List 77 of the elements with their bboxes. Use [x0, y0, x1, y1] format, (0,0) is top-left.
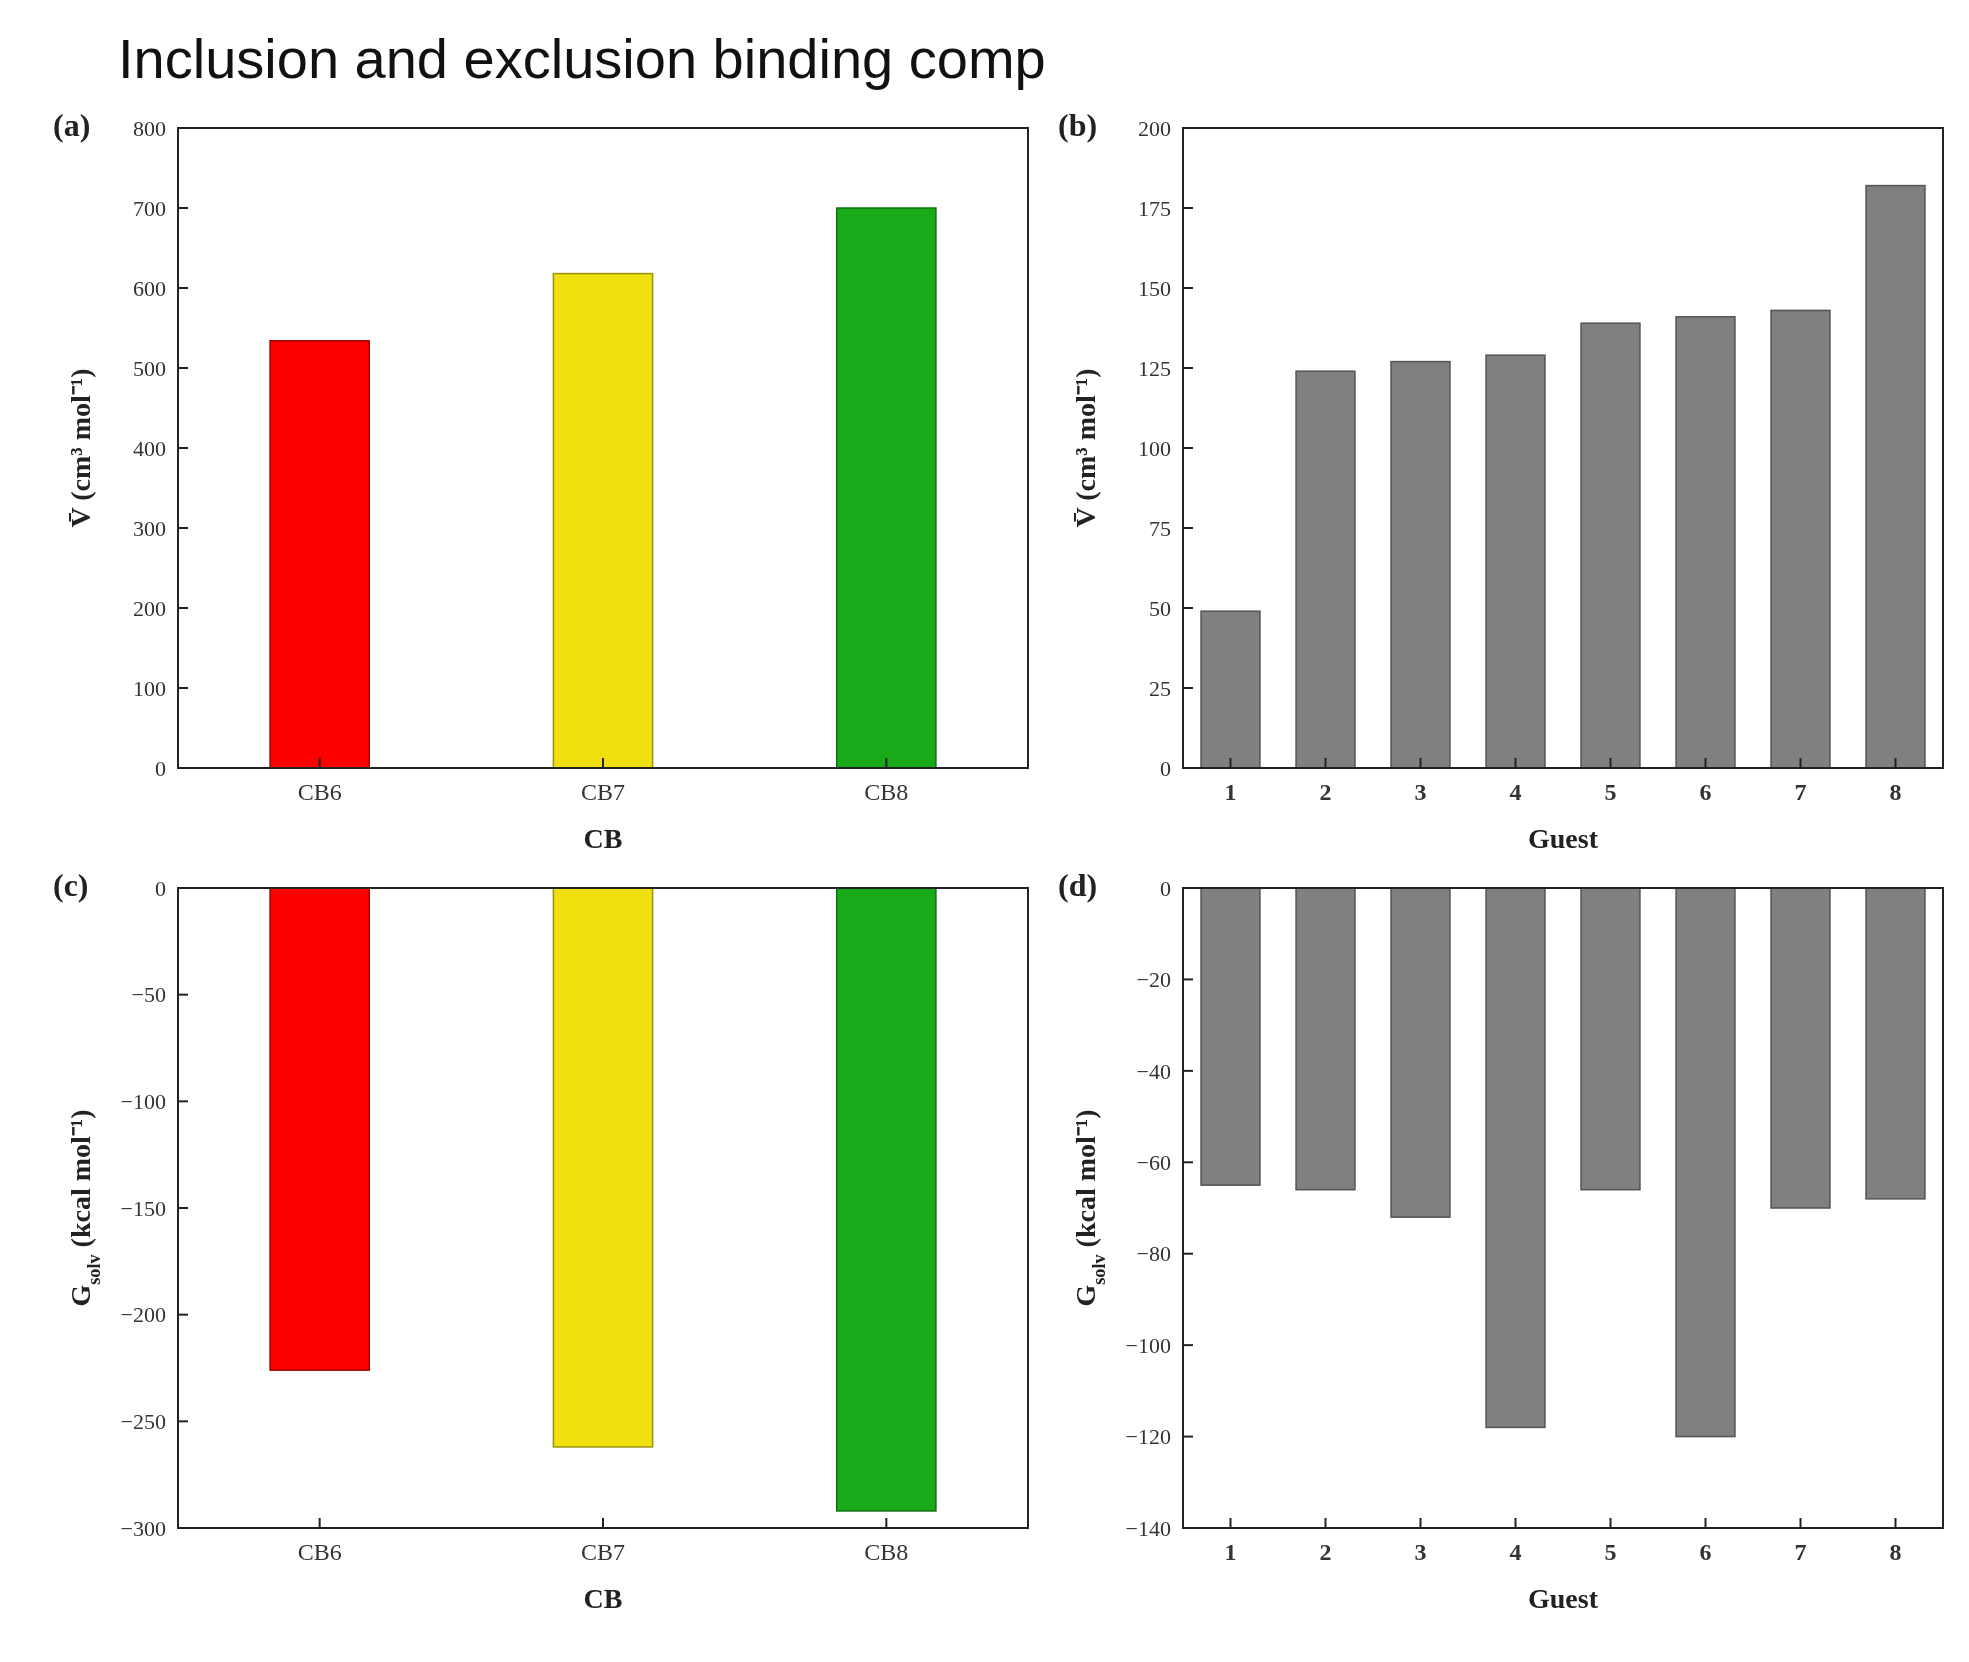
x-tick-label: CB8	[864, 779, 909, 805]
bar	[836, 207, 937, 769]
text: (c)	[53, 867, 89, 903]
y-tick-label: 500	[133, 355, 166, 381]
x-tick-label: 8	[1889, 779, 1902, 805]
y-tick-label: −140	[1125, 1515, 1171, 1541]
y-tick-label: 400	[133, 435, 166, 461]
y-tick-label: 0	[1160, 875, 1171, 901]
x-tick-label: CB8	[864, 1539, 909, 1565]
text: (b)	[1058, 107, 1098, 143]
y-tick-label: 300	[133, 515, 166, 541]
x-tick-label: 7	[1794, 1539, 1807, 1565]
y-tick-label: 150	[1138, 275, 1171, 301]
y-tick-label: −80	[1136, 1241, 1171, 1267]
y-tick-label: 75	[1149, 515, 1171, 541]
y-tick-label: 200	[133, 595, 166, 621]
x-tick-label: CB6	[297, 1539, 342, 1565]
y-tick-label: 200	[1138, 115, 1171, 141]
y-tick-label: −200	[120, 1302, 166, 1328]
y-tick-label: −100	[120, 1089, 166, 1115]
y-tick-label: 100	[1138, 435, 1171, 461]
text: (a)	[53, 107, 91, 143]
bar	[1295, 370, 1356, 769]
x-tick-label: 3	[1414, 1539, 1427, 1565]
y-tick-label: −40	[1136, 1058, 1171, 1084]
chart-title: Inclusion and exclusion binding comp	[118, 27, 1046, 90]
y-tick-label: −250	[120, 1409, 166, 1435]
x-tick-label: 1	[1224, 1539, 1237, 1565]
y-tick-label: −60	[1136, 1149, 1171, 1175]
bar	[1865, 184, 1926, 769]
y-tick-label: −100	[1125, 1332, 1171, 1358]
x-tick-label: 4	[1509, 1539, 1522, 1565]
x-tick-label: 5	[1604, 779, 1617, 805]
x-tick-label: 4	[1509, 779, 1522, 805]
y-tick-label: 100	[133, 675, 166, 701]
x-axis-title: Guest	[1528, 823, 1599, 854]
x-tick-label: 1	[1224, 779, 1237, 805]
x-axis-title: CB	[583, 1583, 623, 1614]
x-axis-title: CB	[583, 823, 623, 854]
bar	[1200, 610, 1261, 769]
bar	[1770, 309, 1831, 769]
text: (d)	[1058, 867, 1098, 903]
y-tick-label: −20	[1136, 967, 1171, 993]
bar	[269, 340, 370, 769]
x-tick-label: 6	[1699, 1539, 1712, 1565]
bar	[1390, 360, 1451, 769]
y-tick-label: −300	[120, 1515, 166, 1541]
x-tick-label: 8	[1889, 1539, 1902, 1565]
x-tick-label: CB7	[580, 1539, 626, 1565]
y-tick-label: 175	[1138, 195, 1171, 221]
y-tick-label: 0	[155, 875, 166, 901]
y-tick-label: −150	[120, 1195, 166, 1221]
x-tick-label: 3	[1414, 779, 1427, 805]
y-tick-label: 25	[1149, 675, 1171, 701]
bar	[1675, 316, 1736, 769]
x-tick-label: CB7	[580, 779, 626, 805]
y-tick-label: −50	[131, 982, 166, 1008]
x-tick-label: 5	[1604, 1539, 1617, 1565]
x-tick-label: 2	[1319, 779, 1332, 805]
y-tick-label: 0	[1160, 755, 1171, 781]
y-tick-label: 0	[155, 755, 166, 781]
y-tick-label: 800	[133, 115, 166, 141]
y-axis-title: V̄ (cm³ mol⁻¹)	[65, 368, 96, 528]
y-axis-title: V̄ (cm³ mol⁻¹)	[1070, 368, 1101, 528]
x-tick-label: 7	[1794, 779, 1807, 805]
y-tick-label: 125	[1138, 355, 1171, 381]
x-tick-label: 6	[1699, 779, 1712, 805]
x-tick-label: 2	[1319, 1539, 1332, 1565]
y-tick-label: 700	[133, 195, 166, 221]
x-axis-title: Guest	[1528, 1583, 1599, 1614]
bar	[552, 272, 654, 769]
x-tick-label: CB6	[297, 779, 342, 805]
y-tick-label: −120	[1125, 1424, 1171, 1450]
bar	[1485, 354, 1546, 769]
y-tick-label: 600	[133, 275, 166, 301]
y-tick-label: 50	[1149, 595, 1171, 621]
bar	[1580, 322, 1641, 769]
